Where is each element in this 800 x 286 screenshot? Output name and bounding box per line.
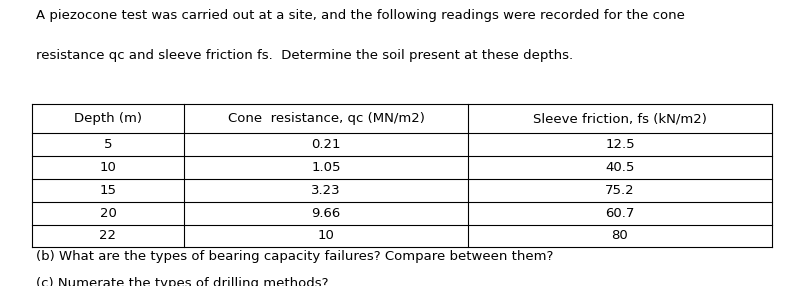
- Text: (c) Numerate the types of drilling methods?: (c) Numerate the types of drilling metho…: [36, 277, 329, 286]
- Text: 3.23: 3.23: [311, 184, 341, 197]
- Text: 75.2: 75.2: [605, 184, 635, 197]
- Text: A piezocone test was carried out at a site, and the following readings were reco: A piezocone test was carried out at a si…: [36, 9, 685, 21]
- Text: 12.5: 12.5: [605, 138, 635, 151]
- Text: 60.7: 60.7: [606, 206, 634, 220]
- Text: 10: 10: [318, 229, 334, 243]
- Text: Cone  resistance, qc (MN/m2): Cone resistance, qc (MN/m2): [227, 112, 425, 125]
- Text: 9.66: 9.66: [311, 206, 341, 220]
- Text: resistance qc and sleeve friction fs.  Determine the soil present at these depth: resistance qc and sleeve friction fs. De…: [36, 49, 573, 61]
- Text: Sleeve friction, fs (kN/m2): Sleeve friction, fs (kN/m2): [533, 112, 707, 125]
- Text: 1.05: 1.05: [311, 161, 341, 174]
- Text: Depth (m): Depth (m): [74, 112, 142, 125]
- Text: 15: 15: [99, 184, 117, 197]
- Text: 40.5: 40.5: [606, 161, 634, 174]
- Text: 5: 5: [104, 138, 112, 151]
- Text: 10: 10: [99, 161, 117, 174]
- Text: 22: 22: [99, 229, 117, 243]
- Text: 20: 20: [99, 206, 117, 220]
- Text: 0.21: 0.21: [311, 138, 341, 151]
- Text: (b) What are the types of bearing capacity failures? Compare between them?: (b) What are the types of bearing capaci…: [36, 250, 554, 263]
- Text: 80: 80: [612, 229, 628, 243]
